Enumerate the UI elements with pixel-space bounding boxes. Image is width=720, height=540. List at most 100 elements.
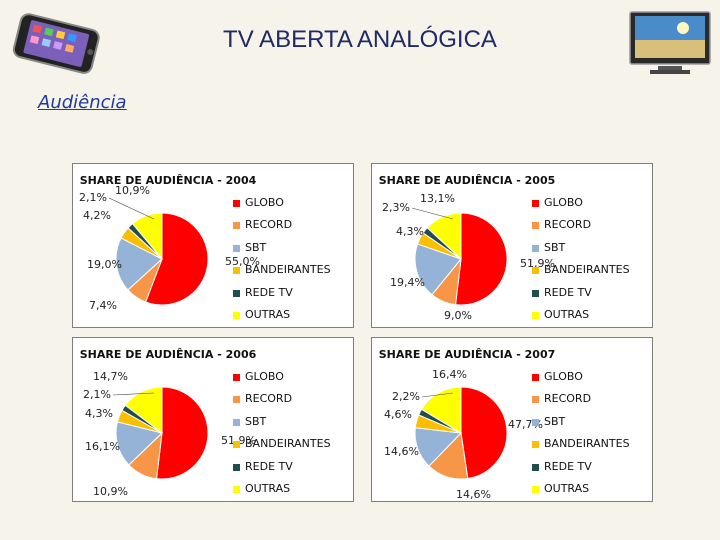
legend-label: REDE TV <box>245 285 293 299</box>
data-label: 14,7% <box>93 370 128 383</box>
flat-tv-icon <box>628 10 712 82</box>
legend-label: OUTRAS <box>544 481 590 495</box>
pie-chart-panel: SHARE DE AUDIÊNCIA - 2005 51,9% 9,0% 19,4% 4… <box>371 163 653 328</box>
page-subtitle: Audiência <box>38 92 127 113</box>
pie-chart: 51,9% 9,0% 19,4% 4,3% 2,3% 13,1% <box>382 192 555 322</box>
pie-slice-globo <box>454 212 508 306</box>
data-label: 19,0% <box>87 258 122 271</box>
smartphone-icon <box>8 10 108 84</box>
pie-chart: 55,0% 7,4% 19,0% 4,2% 2,1% 10,9% <box>79 184 260 312</box>
chart-title: SHARE DE AUDIÊNCIA - 2006 <box>79 348 257 361</box>
pie-chart-panel: SHARE DE AUDIÊNCIA - 2007 47,7% 14,6% 14,6%… <box>371 337 653 502</box>
data-label: 14,6% <box>384 445 419 458</box>
data-label: 4,3% <box>85 407 113 420</box>
legend-swatch <box>233 396 240 404</box>
leader-line <box>112 392 155 396</box>
pie-chart-panel: SHARE DE AUDIÊNCIA - 2004 55,0% 7,4% 19,0% 4… <box>72 163 354 328</box>
legend-label: RECORD <box>245 392 293 406</box>
legend-swatch <box>532 267 539 275</box>
legend-label: SBT <box>245 414 267 428</box>
pie-chart-panel: SHARE DE AUDIÊNCIA - 2006 51,9% 10,9% 16,1%… <box>72 337 354 502</box>
legend-swatch <box>532 244 539 252</box>
legend-swatch <box>532 311 539 319</box>
data-label: 55,0% <box>225 255 260 268</box>
data-label: 2,3% <box>382 201 410 214</box>
legend-swatch <box>233 289 240 297</box>
legend-label: BANDEIRANTES <box>544 437 630 451</box>
legend-label: SBT <box>544 414 566 428</box>
legend-label: RECORD <box>544 392 592 406</box>
legend-label: REDE TV <box>544 459 592 473</box>
legend-label: GLOBO <box>544 370 583 383</box>
legend-swatch <box>532 418 539 426</box>
data-label: 51,9% <box>520 257 555 270</box>
data-label: 2,2% <box>392 390 420 403</box>
pie-slice-outras <box>426 212 462 261</box>
legend-swatch <box>532 222 539 230</box>
data-label: 2,1% <box>79 191 107 204</box>
legend-label: OUTRAS <box>245 481 291 495</box>
data-label: 10,9% <box>115 184 150 197</box>
legend-label: OUTRAS <box>245 307 291 321</box>
data-label: 19,4% <box>390 276 425 289</box>
leader-line <box>421 392 454 398</box>
legend-swatch <box>532 396 539 404</box>
legend-swatch <box>233 463 240 471</box>
legend-label: REDE TV <box>245 459 293 473</box>
data-label: 51,9% <box>221 434 256 447</box>
pie-slice-sbt <box>115 421 163 466</box>
legend-swatch <box>233 418 240 426</box>
data-label: 4,2% <box>83 209 111 222</box>
data-label: 4,6% <box>384 408 412 421</box>
legend-swatch <box>532 374 539 381</box>
pie-slice-outras <box>124 386 163 435</box>
data-label: 13,1% <box>420 192 455 205</box>
legend-label: OUTRAS <box>544 307 590 321</box>
legend-swatch <box>532 485 539 493</box>
pie-slice-globo <box>155 386 209 480</box>
pie-slice-sbt <box>414 243 462 296</box>
legend-swatch <box>532 289 539 297</box>
legend-label: BANDEIRANTES <box>245 437 331 451</box>
legend-swatch <box>233 200 240 207</box>
legend-swatch <box>532 441 539 449</box>
legend-label: BANDEIRANTES <box>544 263 630 277</box>
pie-chart: 51,9% 10,9% 16,1% 4,3% 2,1% 14,7% <box>83 370 256 498</box>
data-label: 9,0% <box>444 309 472 322</box>
legend-swatch <box>233 374 240 381</box>
chart-title: SHARE DE AUDIÊNCIA - 2007 <box>378 348 556 361</box>
legend-label: SBT <box>245 240 267 254</box>
pie-slice-globo <box>460 386 508 480</box>
legend-swatch <box>233 244 240 252</box>
data-label: 7,4% <box>89 299 117 312</box>
pie-slice-outras <box>420 386 462 434</box>
legend-label: RECORD <box>245 218 293 232</box>
legend-swatch <box>532 463 539 471</box>
leader-line <box>108 197 155 220</box>
legend-label: GLOBO <box>245 370 284 383</box>
data-label: 10,9% <box>93 485 128 498</box>
legend-label: GLOBO <box>245 196 284 209</box>
legend-label: BANDEIRANTES <box>245 263 331 277</box>
legend-label: SBT <box>544 240 566 254</box>
data-label: 4,3% <box>396 225 424 238</box>
pie-slice-globo <box>145 212 209 306</box>
legend-label: GLOBO <box>544 196 583 209</box>
legend-swatch <box>233 267 240 275</box>
page-title: TV ABERTA ANALÓGICA <box>223 26 497 53</box>
data-label: 16,1% <box>85 440 120 453</box>
pie-chart: 47,7%14,6%14,6%4,6%2,2%16,4% <box>384 368 543 501</box>
legend-label: REDE TV <box>544 285 592 299</box>
data-label: 2,1% <box>83 388 111 401</box>
legend-swatch <box>233 485 240 493</box>
chart-title: SHARE DE AUDIÊNCIA - 2005 <box>378 174 556 187</box>
legend-swatch <box>233 222 240 230</box>
leader-line <box>411 207 454 220</box>
legend-swatch <box>233 441 240 449</box>
chart-title: SHARE DE AUDIÊNCIA - 2004 <box>79 174 257 187</box>
legend-label: RECORD <box>544 218 592 232</box>
pie-slice-sbt <box>115 237 163 291</box>
data-label: 16,4% <box>432 368 467 381</box>
data-label: 14,6% <box>456 488 491 501</box>
legend-swatch <box>532 200 539 207</box>
